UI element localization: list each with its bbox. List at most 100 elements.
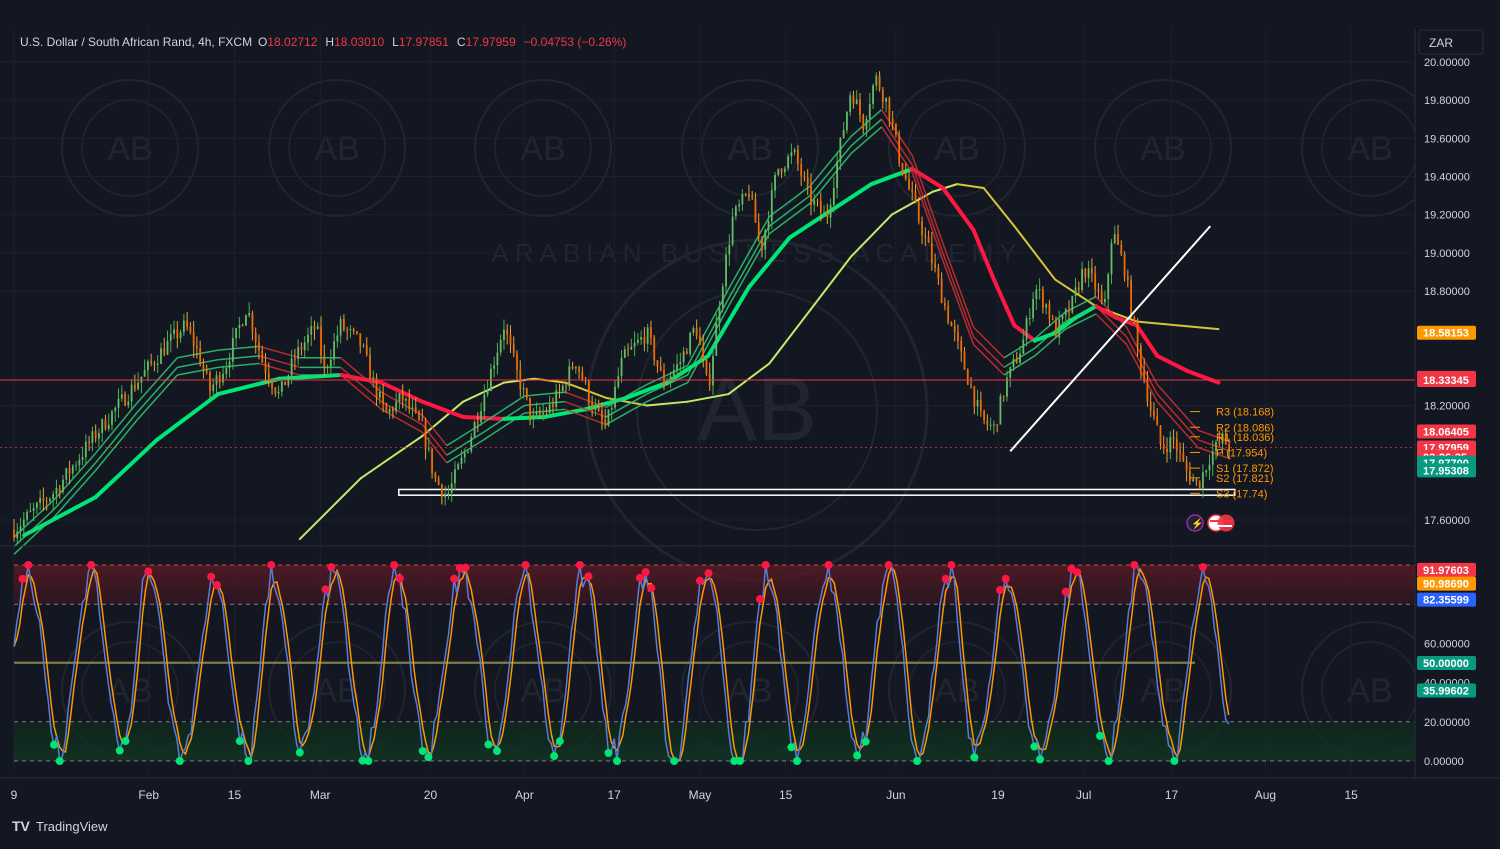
ema-fast-segment — [218, 355, 260, 361]
ema-slow-segment — [991, 277, 1017, 328]
candle-body — [1100, 291, 1103, 303]
stoch-trough-dot — [1170, 757, 1179, 765]
candle-body — [1071, 295, 1074, 313]
candle-body — [538, 411, 541, 415]
ema-fast-segment — [809, 153, 852, 204]
ema-fast-segment — [942, 260, 975, 345]
event-icons[interactable]: ⚡ — [1186, 514, 1235, 532]
candle-body — [930, 242, 933, 264]
ema-fast-segment — [850, 126, 883, 155]
ema-fast-segment — [54, 462, 97, 510]
candle-body — [780, 168, 783, 173]
price-lines — [0, 379, 1415, 449]
ma-long-segment — [849, 213, 893, 258]
time-tick-label: 17 — [608, 788, 622, 802]
ema-fast-segment — [446, 431, 484, 456]
candle-body — [640, 336, 643, 340]
low-label: L — [392, 35, 399, 49]
candle-body — [764, 230, 767, 250]
flag-icon[interactable] — [1217, 514, 1235, 532]
candle-body — [888, 97, 891, 119]
candle-body — [424, 420, 427, 449]
candle-body — [927, 236, 930, 243]
ema-fast-segment — [972, 326, 1005, 359]
currency-button[interactable]: ZAR — [1418, 29, 1484, 55]
candle-body — [199, 348, 202, 365]
candle-body — [852, 95, 855, 104]
candle-body — [1169, 437, 1172, 453]
ema-fast-segment — [564, 400, 607, 418]
price-axis-ticks: 20.00000 19.80000 19.60000 19.40000 19.20000… — [1424, 57, 1470, 768]
ema-fast-segment — [135, 357, 178, 405]
candle-body — [676, 364, 678, 371]
stoch-peak-dot — [647, 584, 656, 593]
candle-body — [460, 457, 463, 465]
ma-long-segment — [533, 377, 567, 384]
price-axis[interactable] — [1415, 28, 1500, 806]
ema-fast-segment — [768, 194, 811, 227]
ema-slow-segment — [1134, 323, 1160, 358]
lightning-icon[interactable] — [1186, 514, 1204, 532]
candle-body — [1032, 299, 1034, 319]
watermark-monogram: AB — [934, 672, 979, 710]
stoch-peak-dot — [824, 561, 833, 569]
candle-body — [1198, 480, 1201, 489]
candle-body — [476, 421, 479, 423]
candle-body — [666, 380, 669, 385]
tradingview-logo[interactable]: TV TradingView — [12, 818, 108, 834]
ema-fast-segment — [972, 336, 1005, 368]
time-tick-label: Feb — [138, 788, 159, 802]
candle-body — [13, 529, 15, 539]
candle-body — [1221, 433, 1224, 444]
candle-body — [705, 358, 708, 374]
candle-body — [568, 366, 571, 387]
candle-body — [375, 377, 378, 398]
ema-slow-segment — [338, 372, 384, 385]
time-tick-label: 15 — [1344, 788, 1358, 802]
candle-body — [395, 401, 398, 412]
candle-body — [650, 327, 652, 338]
candle-body — [75, 465, 77, 467]
price-tick-label: 19.40000 — [1424, 172, 1470, 184]
candle-body — [656, 360, 659, 367]
ma-long-segment — [502, 377, 536, 384]
candle-body — [349, 328, 352, 330]
stoch-trough-dot — [418, 746, 427, 755]
candle-body — [421, 419, 424, 421]
candle-body — [153, 363, 156, 365]
stoch-badge: 50.00000 — [1423, 658, 1469, 670]
stoch-trough-dot — [364, 757, 373, 765]
watermark-ring — [268, 79, 406, 217]
symbol-legend[interactable]: U.S. Dollar / South African Rand, 4h, FX… — [20, 35, 626, 49]
candle-body — [810, 184, 812, 205]
ema-fast-segment — [54, 452, 97, 500]
candle-body — [294, 358, 296, 360]
stoch-peak-dot — [144, 567, 153, 576]
watermark-ring — [474, 79, 612, 217]
candle-body — [587, 381, 590, 403]
price-badge: 18.06405 — [1423, 426, 1469, 438]
ema-fast-segment — [880, 118, 913, 166]
stoch-tick-label: 20.00000 — [1424, 717, 1470, 729]
trendline[interactable] — [1009, 225, 1212, 452]
candle-body — [855, 99, 858, 104]
ema-fast-segment — [1156, 384, 1199, 431]
ema-slow-segment — [461, 414, 506, 421]
pivot-label: S1 (17.872) — [1216, 463, 1273, 475]
candle-body — [251, 313, 254, 333]
ma-long-segment — [605, 396, 648, 407]
candle-body — [881, 89, 884, 102]
candle-body — [271, 380, 273, 388]
candle-body — [960, 340, 963, 352]
watermark-ring — [888, 79, 1026, 217]
candle-body — [725, 254, 727, 287]
time-tick-label: Apr — [515, 788, 534, 802]
candle-body — [787, 156, 790, 169]
stoch-trough-dot — [1104, 757, 1113, 765]
ema-slow-segment — [706, 285, 751, 358]
candle-body — [1146, 380, 1149, 402]
time-axis[interactable]: 9 Feb 15 Mar 20 Apr 17 May 15 Jun 19 Jul 17 Aug 15 — [11, 788, 1358, 802]
candle-body — [1202, 472, 1204, 489]
candle-body — [1215, 441, 1217, 452]
